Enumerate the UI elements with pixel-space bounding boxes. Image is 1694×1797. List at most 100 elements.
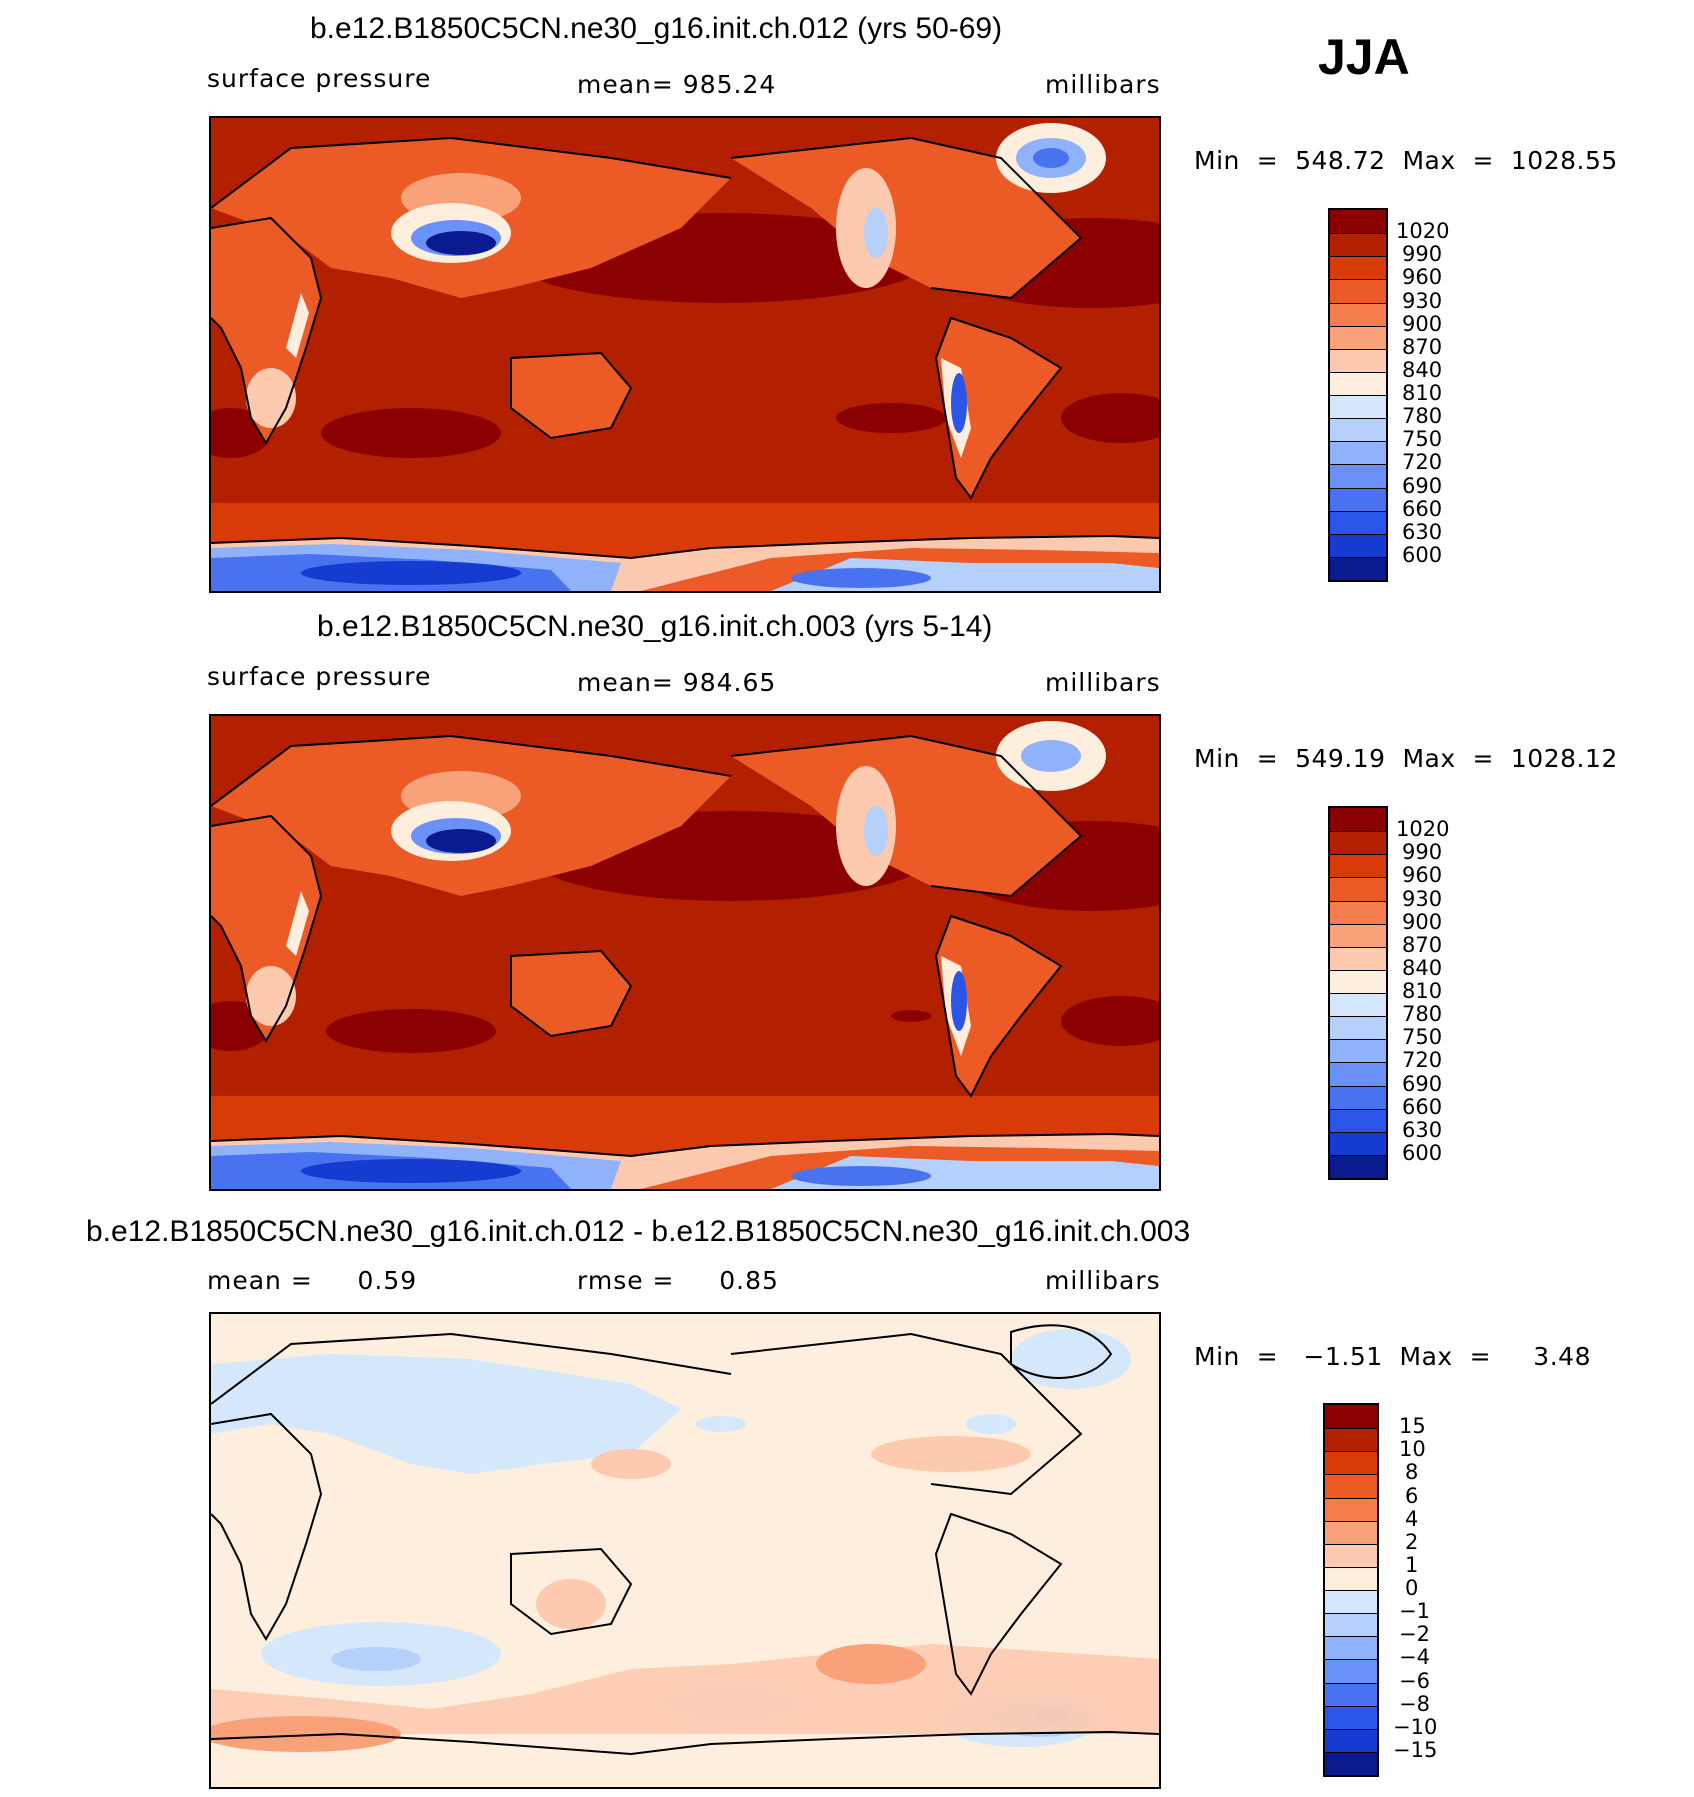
panel1-colorbar — [1328, 208, 1388, 582]
colorbar-tick-label: 15 — [1399, 1414, 1426, 1439]
colorbar-segment — [1325, 1613, 1377, 1637]
colorbar-segment — [1330, 325, 1386, 349]
colorbar-segment — [1330, 1085, 1386, 1109]
colorbar-tick-label: −1 — [1399, 1599, 1430, 1624]
colorbar-segment — [1330, 233, 1386, 257]
colorbar-tick-label: 1020 — [1396, 817, 1450, 842]
colorbar-tick-label: 1 — [1405, 1552, 1419, 1577]
colorbar-tick-label: 660 — [1402, 1094, 1443, 1119]
colorbar-segment — [1325, 1566, 1377, 1590]
colorbar-tick-label: 600 — [1402, 542, 1443, 567]
colorbar-segment — [1330, 877, 1386, 901]
colorbar-tick-label: 990 — [1402, 840, 1443, 865]
colorbar-tick-label: 8 — [1405, 1460, 1419, 1485]
colorbar-tick-label: 630 — [1402, 519, 1443, 544]
panel3-minmax: Min = −1.51 Max = 3.48 — [1194, 1342, 1591, 1371]
colorbar-tick-label: 780 — [1402, 404, 1443, 429]
colorbar-segment — [1330, 900, 1386, 924]
panel2-mean-label: mean= 984.65 — [577, 668, 777, 697]
colorbar-segment — [1330, 510, 1386, 534]
colorbar-tick-label: 660 — [1402, 496, 1443, 521]
colorbar-segment — [1325, 1590, 1377, 1614]
colorbar-tick-label: 690 — [1402, 473, 1443, 498]
colorbar-tick-label: −15 — [1393, 1737, 1438, 1762]
colorbar-segment — [1330, 854, 1386, 878]
panel3-title: b.e12.B1850C5CN.ne30_g16.init.ch.012 - b… — [86, 1215, 1191, 1248]
colorbar-segment — [1325, 1474, 1377, 1498]
colorbar-segment — [1330, 831, 1386, 855]
colorbar-tick-label: −6 — [1399, 1668, 1430, 1693]
colorbar-segment — [1330, 1062, 1386, 1086]
colorbar-segment — [1330, 556, 1386, 580]
colorbar-tick-label: 810 — [1402, 979, 1443, 1003]
colorbar-tick-label: 930 — [1402, 886, 1443, 911]
colorbar-segment — [1330, 969, 1386, 993]
colorbar-tick-label: 10 — [1399, 1437, 1426, 1462]
colorbar-segment — [1330, 395, 1386, 419]
colorbar-segment — [1325, 1543, 1377, 1567]
colorbar-segment — [1325, 1728, 1377, 1752]
season-label: JJA — [1318, 29, 1410, 85]
panel3-rmse-label: rmse = 0.85 — [577, 1266, 779, 1295]
colorbar-tick-label: 900 — [1402, 311, 1443, 336]
colorbar-segment — [1325, 1751, 1377, 1775]
colorbar-segment — [1330, 808, 1386, 832]
colorbar-segment — [1330, 993, 1386, 1017]
colorbar-segment — [1325, 1428, 1377, 1452]
panel2-colorbar — [1328, 806, 1388, 1180]
colorbar-segment — [1330, 533, 1386, 557]
colorbar-tick-label: 4 — [1405, 1506, 1419, 1531]
colorbar-tick-label: −4 — [1399, 1645, 1430, 1670]
colorbar-segment — [1330, 348, 1386, 372]
colorbar-segment — [1325, 1497, 1377, 1521]
panel1-mean-label: mean= 985.24 — [577, 70, 777, 99]
colorbar-segment — [1325, 1659, 1377, 1683]
colorbar-tick-label: 930 — [1402, 288, 1443, 313]
colorbar-tick-label: −10 — [1393, 1714, 1438, 1739]
panel3-mean-label: mean = 0.59 — [207, 1266, 418, 1295]
panel1-map — [209, 116, 1161, 593]
colorbar-tick-label: 0 — [1405, 1576, 1419, 1600]
panel1-title: b.e12.B1850C5CN.ne30_g16.init.ch.012 (yr… — [310, 12, 1003, 45]
colorbar-segment — [1330, 923, 1386, 947]
colorbar-tick-label: 870 — [1402, 334, 1443, 359]
colorbar-segment — [1330, 256, 1386, 280]
colorbar-tick-label: 810 — [1402, 381, 1443, 405]
panel2-variable-label: surface pressure — [207, 662, 432, 691]
colorbar-segment — [1330, 1131, 1386, 1155]
colorbar-segment — [1330, 1154, 1386, 1178]
colorbar-tick-label: 870 — [1402, 932, 1443, 957]
colorbar-segment — [1325, 1451, 1377, 1475]
colorbar-tick-label: 960 — [1402, 863, 1443, 888]
colorbar-segment — [1330, 1039, 1386, 1063]
colorbar-segment — [1325, 1636, 1377, 1660]
colorbar-tick-label: 780 — [1402, 1002, 1443, 1027]
colorbar-tick-label: 750 — [1402, 1025, 1443, 1050]
colorbar-segment — [1330, 1016, 1386, 1040]
colorbar-segment — [1325, 1705, 1377, 1729]
colorbar-tick-label: −2 — [1399, 1622, 1430, 1647]
panel1-variable-label: surface pressure — [207, 64, 432, 93]
colorbar-tick-label: 960 — [1402, 265, 1443, 290]
panel1-units-label: millibars — [1045, 70, 1161, 99]
colorbar-tick-label: 720 — [1402, 1048, 1443, 1073]
colorbar-tick-label: 750 — [1402, 427, 1443, 452]
colorbar-segment — [1330, 464, 1386, 488]
panel3-map — [209, 1312, 1161, 1789]
panel2-map — [209, 714, 1161, 1191]
colorbar-segment — [1325, 1520, 1377, 1544]
colorbar-segment — [1330, 946, 1386, 970]
colorbar-tick-label: 990 — [1402, 242, 1443, 267]
colorbar-segment — [1330, 441, 1386, 465]
colorbar-segment — [1330, 371, 1386, 395]
colorbar-segment — [1330, 487, 1386, 511]
colorbar-segment — [1325, 1405, 1377, 1429]
panel2-units-label: millibars — [1045, 668, 1161, 697]
colorbar-tick-label: 6 — [1405, 1483, 1419, 1508]
panel1-minmax: Min = 548.72 Max = 1028.55 — [1194, 146, 1618, 175]
colorbar-tick-label: 720 — [1402, 450, 1443, 475]
colorbar-tick-label: 840 — [1402, 357, 1443, 382]
colorbar-segment — [1325, 1682, 1377, 1706]
panel3-colorbar — [1323, 1403, 1379, 1777]
colorbar-tick-label: 2 — [1405, 1529, 1419, 1554]
